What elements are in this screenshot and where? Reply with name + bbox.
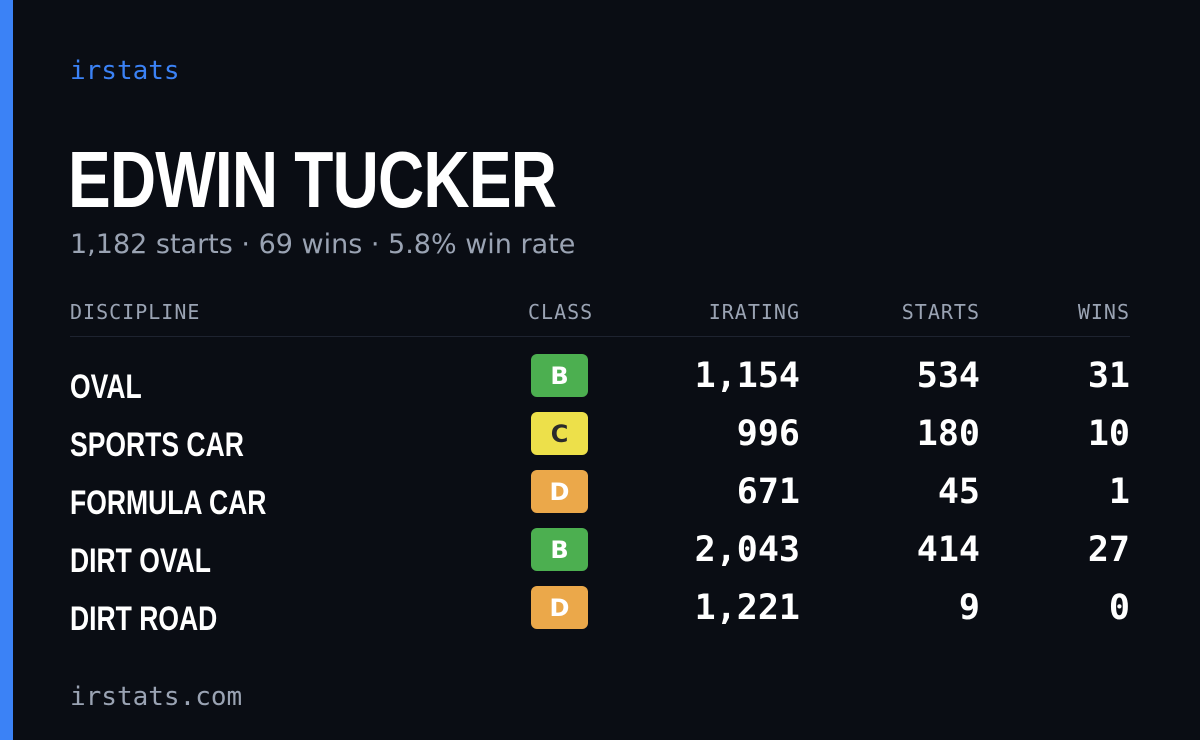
discipline-name: FORMULA CAR	[70, 484, 267, 522]
class-badge: B	[531, 354, 588, 397]
wins-value: 31	[1087, 356, 1130, 396]
table-row: FORMULA CAR D 671 45 1	[70, 470, 1130, 528]
table-row: OVAL B 1,154 534 31	[70, 354, 1130, 412]
header-class: CLASS	[528, 300, 594, 324]
brand-logo: irstats	[70, 56, 180, 86]
driver-name: EDWIN TUCKER	[68, 135, 557, 224]
table-row: SPORTS CAR C 996 180 10	[70, 412, 1130, 470]
discipline-name: DIRT ROAD	[70, 600, 218, 638]
wins-value: 27	[1087, 530, 1130, 570]
irating-value: 996	[736, 414, 800, 454]
wins-value: 10	[1087, 414, 1130, 454]
irating-value: 2,043	[694, 530, 800, 570]
class-badge: C	[531, 412, 588, 455]
driver-summary: 1,182 starts · 69 wins · 5.8% win rate	[70, 229, 576, 260]
starts-value: 45	[937, 472, 980, 512]
footer-url: irstats.com	[70, 682, 243, 712]
table-row: DIRT OVAL B 2,043 414 27	[70, 528, 1130, 586]
header-wins: WINS	[1077, 300, 1130, 324]
class-badge: D	[531, 586, 588, 629]
class-badge: B	[531, 528, 588, 571]
starts-value: 534	[916, 356, 980, 396]
irating-value: 671	[736, 472, 800, 512]
header-discipline: DISCIPLINE	[70, 300, 201, 324]
stats-table: DISCIPLINE CLASS IRATING STARTS WINS OVA…	[70, 300, 1130, 638]
wins-value: 1	[1108, 472, 1130, 512]
table-header: DISCIPLINE CLASS IRATING STARTS WINS	[70, 300, 1130, 337]
irating-value: 1,154	[694, 356, 800, 396]
starts-value: 180	[916, 414, 980, 454]
starts-value: 414	[916, 530, 980, 570]
discipline-name: SPORTS CAR	[70, 426, 244, 464]
wins-value: 0	[1108, 588, 1130, 628]
discipline-name: DIRT OVAL	[70, 542, 211, 580]
class-badge: D	[531, 470, 588, 513]
starts-value: 9	[958, 588, 980, 628]
irating-value: 1,221	[694, 588, 800, 628]
header-starts: STARTS	[901, 300, 980, 324]
accent-bar	[0, 0, 13, 740]
header-irating: IRATING	[708, 300, 800, 324]
discipline-name: OVAL	[70, 368, 142, 406]
table-row: DIRT ROAD D 1,221 9 0	[70, 586, 1130, 644]
